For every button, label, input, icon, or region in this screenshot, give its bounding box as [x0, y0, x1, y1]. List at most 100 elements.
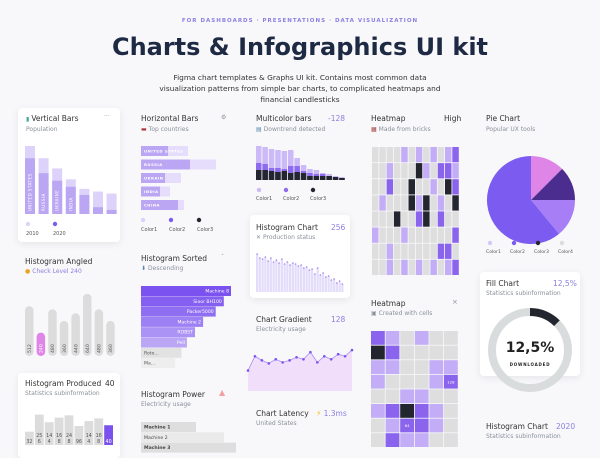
histogram-bar: [324, 277, 327, 292]
card-title: Histogram Chart: [486, 422, 548, 431]
heatmap-cell: [379, 227, 386, 243]
heatmap-cell: [401, 163, 408, 179]
bar-dot: [261, 258, 264, 260]
heatmap-cell: [452, 195, 459, 211]
data-point: [336, 352, 340, 356]
flag-icon: ▬: [141, 126, 147, 133]
subtitle-text: Check Level 240: [32, 268, 82, 275]
legend-label: Color2: [169, 227, 185, 233]
card-subtitle: United States: [256, 420, 297, 427]
bar-label: CHINA: [144, 203, 160, 208]
title-text: Vertical Bars: [31, 114, 79, 123]
heatmap-cell: [385, 404, 400, 418]
legend-dot: [25, 221, 31, 227]
heatmap-cell: [414, 345, 429, 360]
card-subtitle: Statistics subinformation: [25, 390, 100, 397]
card-value: 2020: [556, 422, 576, 431]
heatmap-cell: [400, 331, 414, 345]
legend-dot: [535, 240, 541, 246]
heatmap-cell: [415, 195, 423, 211]
histogram-bar: [294, 264, 297, 292]
area-line: [247, 349, 353, 371]
heatmap-cell: [385, 345, 400, 360]
heatmap-cell: [414, 331, 429, 345]
heatmap-cell: [393, 259, 401, 275]
more-button[interactable]: ···: [104, 113, 110, 120]
histogram-bar: [106, 321, 115, 356]
lightning-icon: ⚡: [316, 409, 322, 418]
heatmap-cell: [393, 243, 401, 259]
heatmap-cell: [415, 243, 423, 259]
heatmap-cell: [437, 227, 445, 243]
bar-color3: [281, 171, 288, 180]
legend-dot: [196, 217, 202, 223]
bar-color2: [141, 200, 178, 210]
close-icon[interactable]: ×: [452, 298, 458, 306]
settings-icon[interactable]: ⚙: [221, 114, 227, 121]
histogram-bar: [71, 313, 80, 356]
heatmap-cell: [401, 211, 408, 227]
card-title: Horizontal Bars: [141, 114, 199, 123]
heatmap-cell: [379, 179, 386, 195]
heatmap-cell: [429, 389, 444, 404]
legend-label: Color1: [256, 196, 272, 202]
heatmap-cell: [385, 389, 400, 404]
bar-label: Machine 2: [177, 319, 201, 325]
dropdown-button[interactable]: ˇ: [221, 254, 224, 261]
card-title: Histogram Sorted: [141, 254, 208, 263]
histogram-bar: [104, 425, 113, 445]
card-subtitle: Population: [26, 126, 58, 133]
bar-label: ROBST: [177, 330, 193, 336]
heatmap-cell: [429, 345, 444, 360]
heatmap-cell: [408, 147, 415, 163]
fill-donut-chart: [488, 308, 572, 392]
data-point: [260, 359, 264, 362]
bar-dot: [283, 263, 286, 265]
heatmap-cell: [372, 259, 379, 275]
histogram-bar: [275, 260, 278, 292]
histogram-bar: [94, 418, 104, 445]
bar-dot: [256, 253, 258, 255]
data-point: [274, 358, 278, 361]
bar-label: 480: [50, 344, 56, 353]
bar-color3: [288, 173, 294, 180]
data-point: [329, 358, 333, 361]
pie-slice: [531, 200, 575, 234]
bar-dot: [270, 257, 272, 259]
heatmap-cell: [452, 163, 459, 179]
histogram-bar: [261, 259, 264, 292]
heatmap-cell: [415, 211, 423, 227]
heatmap-cell: [444, 331, 458, 345]
heatmap-cell: [372, 227, 379, 243]
heatmap-cell: [414, 360, 429, 374]
heatmap-cell: [430, 243, 437, 259]
heatmap-cell: [429, 404, 444, 418]
bar-2020: [38, 173, 49, 214]
heatmap-cell: [430, 211, 437, 227]
data-point: [267, 362, 271, 365]
card-value: 12,5%: [553, 279, 577, 288]
legend-dot: [487, 240, 493, 246]
bar-dot: [325, 276, 327, 278]
bar-2020: [25, 158, 35, 214]
histogram-bar: [267, 261, 270, 292]
bar-dot: [333, 278, 335, 280]
bar-2020: [65, 186, 76, 214]
histogram-bar: [141, 422, 196, 432]
heatmap-cell: [371, 345, 385, 360]
card-subtitle: ● Check Level 240: [25, 268, 82, 275]
legend-label: Color2: [283, 196, 299, 202]
histogram-bar: [333, 279, 336, 292]
bar-dot: [319, 274, 322, 276]
card-subtitle: Statistics subinformation: [486, 433, 561, 440]
data-point: [309, 350, 312, 354]
heatmap-cell: [401, 243, 408, 259]
data-point: [246, 369, 250, 372]
bar-dot: [297, 265, 300, 267]
bar-label: 480: [97, 344, 103, 353]
heatmap-cell: [423, 147, 430, 163]
bar-color1: [275, 150, 281, 180]
heatmap-cell: [385, 433, 400, 447]
bar-color3: [332, 177, 339, 180]
card-subtitle: Statistics subinformation: [486, 290, 561, 297]
